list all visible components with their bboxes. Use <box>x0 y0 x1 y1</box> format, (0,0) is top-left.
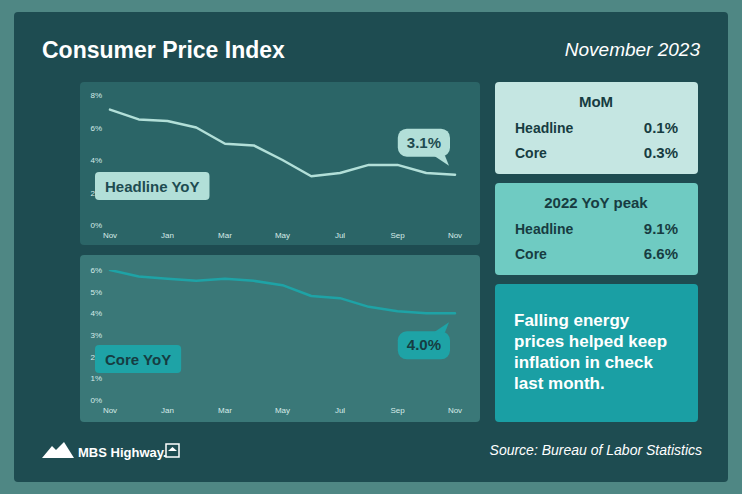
line <box>110 270 455 313</box>
x-tick-label: Jul <box>335 231 345 240</box>
y-tick-label: 0% <box>90 221 102 230</box>
x-tick-label: Nov <box>448 231 462 240</box>
box-bg <box>495 284 698 422</box>
row-value: 0.1% <box>644 119 678 136</box>
mom-box: MoM Headline 0.1% Core 0.3% <box>495 82 698 174</box>
callout-tail <box>434 156 449 166</box>
row-label: Headline <box>515 120 574 136</box>
y-tick-label: 6% <box>90 124 102 133</box>
date: November 2023 <box>565 39 701 60</box>
x-tick-label: Nov <box>103 406 117 415</box>
y-tick-label: 4% <box>90 309 102 318</box>
x-tick-label: Jul <box>335 406 345 415</box>
note-line: last month. <box>514 374 605 393</box>
chart-label: Headline YoY <box>105 178 199 195</box>
chart-label-bg <box>95 345 181 373</box>
callout-bg <box>398 331 450 359</box>
y-tick-label: 1% <box>90 374 102 383</box>
box-title: 2022 YoY peak <box>544 194 648 211</box>
x-tick-label: Sep <box>390 231 405 240</box>
logo-icon <box>42 442 74 458</box>
box-bg <box>495 82 698 174</box>
x-tick-label: Nov <box>448 406 462 415</box>
infographic: Consumer Price IndexNovember 20230%2%4%6… <box>0 0 742 494</box>
line <box>110 110 455 177</box>
chart-panel: 0%1%2%3%4%5%6%NovJanMarMayJulSepNovCore … <box>80 255 480 422</box>
x-tick-label: Jan <box>161 406 174 415</box>
logo-text: MBS Highway. <box>78 445 167 460</box>
x-tick-label: Nov <box>103 231 117 240</box>
x-tick-label: Sep <box>390 406 405 415</box>
box-title: MoM <box>579 93 613 110</box>
note-line: prices helped keep <box>514 332 667 351</box>
callout-tail <box>434 322 449 332</box>
source: Source: Bureau of Labor Statistics <box>490 442 702 458</box>
panel-bg <box>80 82 480 245</box>
row-label: Core <box>515 145 547 161</box>
note-line: inflation in check <box>514 353 653 372</box>
y-tick-label: 4% <box>90 156 102 165</box>
row-label: Core <box>515 246 547 262</box>
y-tick-label: 8% <box>90 91 102 100</box>
chart-panel: 0%2%4%6%8%NovJanMarMayJulSepNovHeadline … <box>80 82 480 245</box>
row-value: 0.3% <box>644 144 678 161</box>
chart-label: Core YoY <box>105 351 171 368</box>
title: Consumer Price Index <box>42 37 285 63</box>
y-tick-label: 3% <box>90 331 102 340</box>
note-text: Falling energy prices helped keep inflatio… <box>514 311 667 393</box>
row-value: 6.6% <box>644 245 678 262</box>
note-line: Falling energy <box>514 311 630 330</box>
chart-label-bg <box>95 172 209 200</box>
x-tick-label: May <box>275 231 290 240</box>
card <box>14 12 728 482</box>
row-value: 9.1% <box>644 220 678 237</box>
housing-icon <box>166 444 179 457</box>
callout-bg <box>398 129 450 157</box>
row-label: Headline <box>515 221 574 237</box>
x-tick-label: Jan <box>161 231 174 240</box>
panel-bg <box>80 255 480 422</box>
y-tick-label: 6% <box>90 266 102 275</box>
x-tick-label: May <box>275 406 290 415</box>
background <box>0 0 742 494</box>
x-tick-label: Mar <box>218 231 232 240</box>
callout-text: 3.1% <box>407 134 441 151</box>
callout-text: 4.0% <box>407 336 441 353</box>
box-bg <box>495 183 698 275</box>
footer: MBS Highway. Source: Bureau of Labor Stat… <box>42 442 702 460</box>
note-box: Falling energy prices helped keep inflatio… <box>495 284 698 422</box>
y-tick-label: 5% <box>90 288 102 297</box>
housing-icon-roof <box>168 447 177 451</box>
x-tick-label: Mar <box>218 406 232 415</box>
data-group <box>110 270 455 313</box>
peak-box: 2022 YoY peak Headline 9.1% Core 6.6% <box>495 183 698 275</box>
data-group <box>110 110 455 177</box>
y-tick-label: 0% <box>90 396 102 405</box>
